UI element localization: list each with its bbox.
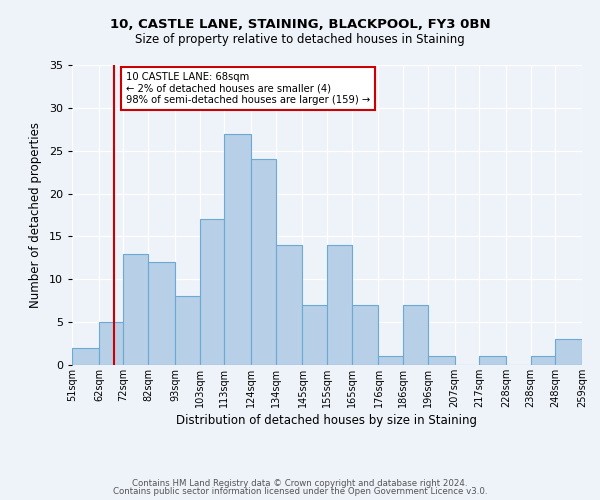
Bar [379,356,403,365]
Text: 10 CASTLE LANE: 68sqm
← 2% of detached houses are smaller (4)
98% of semi-detach: 10 CASTLE LANE: 68sqm ← 2% of detached h… [126,72,370,105]
Bar [175,296,199,365]
Bar [403,305,428,365]
Bar [555,340,582,365]
Bar [479,356,506,365]
Bar [199,220,224,365]
Bar [224,134,251,365]
Bar [148,262,175,365]
Text: Contains HM Land Registry data © Crown copyright and database right 2024.: Contains HM Land Registry data © Crown c… [132,478,468,488]
Text: Contains public sector information licensed under the Open Government Licence v3: Contains public sector information licen… [113,487,487,496]
Bar [327,245,352,365]
Text: 10, CASTLE LANE, STAINING, BLACKPOOL, FY3 0BN: 10, CASTLE LANE, STAINING, BLACKPOOL, FY… [110,18,490,30]
Text: Size of property relative to detached houses in Staining: Size of property relative to detached ho… [135,32,465,46]
Y-axis label: Number of detached properties: Number of detached properties [29,122,42,308]
Bar [530,356,555,365]
Bar [72,348,99,365]
Bar [302,305,327,365]
Bar [99,322,124,365]
Bar [275,245,302,365]
Bar [124,254,148,365]
Bar [352,305,379,365]
X-axis label: Distribution of detached houses by size in Staining: Distribution of detached houses by size … [176,414,478,427]
Bar [428,356,455,365]
Bar [251,160,275,365]
